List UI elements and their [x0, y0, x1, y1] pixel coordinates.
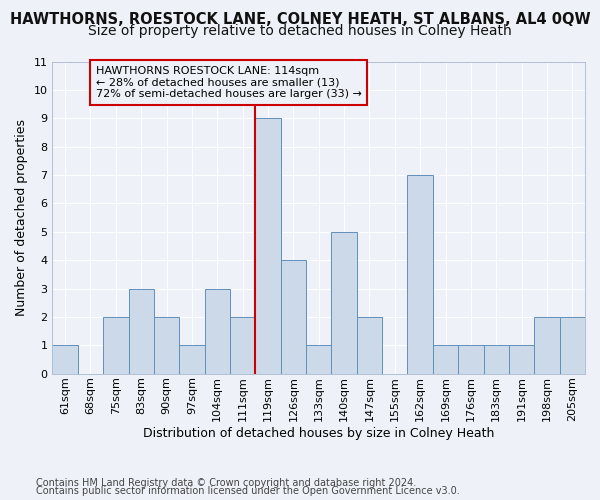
Text: Size of property relative to detached houses in Colney Heath: Size of property relative to detached ho… — [88, 24, 512, 38]
Bar — [484, 346, 509, 374]
Bar — [433, 346, 458, 374]
Text: HAWTHORNS, ROESTOCK LANE, COLNEY HEATH, ST ALBANS, AL4 0QW: HAWTHORNS, ROESTOCK LANE, COLNEY HEATH, … — [10, 12, 590, 28]
Bar — [281, 260, 306, 374]
Bar — [357, 317, 382, 374]
Bar — [458, 346, 484, 374]
Bar — [407, 175, 433, 374]
Text: Contains public sector information licensed under the Open Government Licence v3: Contains public sector information licen… — [36, 486, 460, 496]
Bar — [230, 317, 256, 374]
Y-axis label: Number of detached properties: Number of detached properties — [15, 119, 28, 316]
Text: Contains HM Land Registry data © Crown copyright and database right 2024.: Contains HM Land Registry data © Crown c… — [36, 478, 416, 488]
Bar — [52, 346, 78, 374]
Bar — [256, 118, 281, 374]
Bar — [154, 317, 179, 374]
Bar — [534, 317, 560, 374]
Bar — [331, 232, 357, 374]
Text: HAWTHORNS ROESTOCK LANE: 114sqm
← 28% of detached houses are smaller (13)
72% of: HAWTHORNS ROESTOCK LANE: 114sqm ← 28% of… — [95, 66, 361, 99]
Bar — [205, 288, 230, 374]
Bar — [560, 317, 585, 374]
Bar — [306, 346, 331, 374]
Bar — [128, 288, 154, 374]
Bar — [179, 346, 205, 374]
Bar — [509, 346, 534, 374]
X-axis label: Distribution of detached houses by size in Colney Heath: Distribution of detached houses by size … — [143, 427, 494, 440]
Bar — [103, 317, 128, 374]
